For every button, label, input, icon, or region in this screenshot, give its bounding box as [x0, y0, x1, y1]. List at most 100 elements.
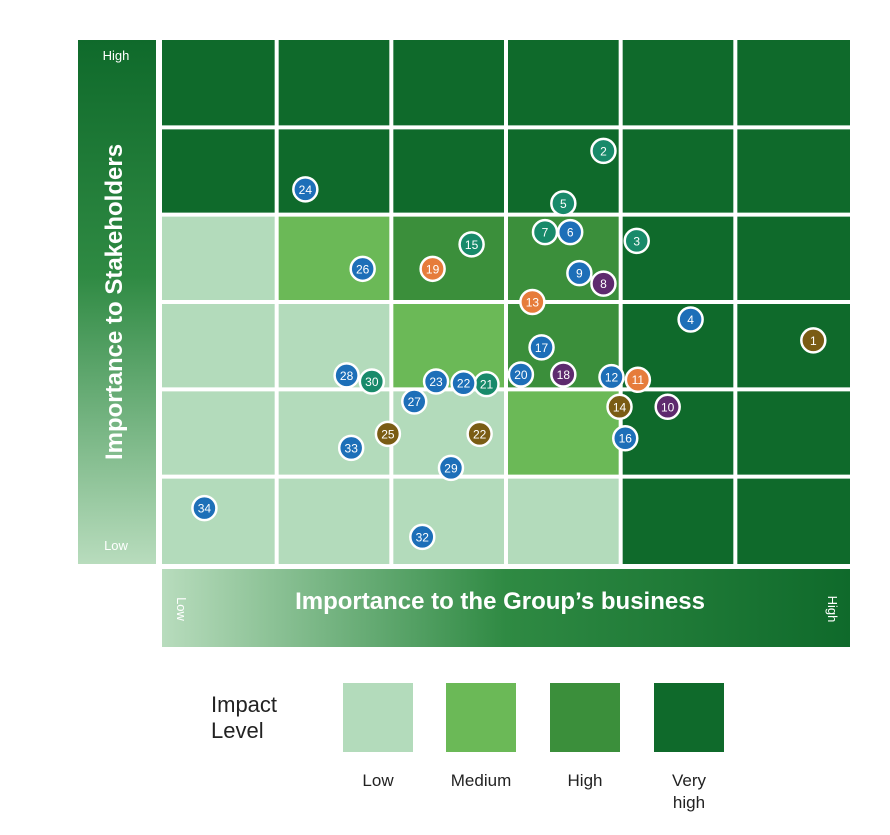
data-point-marker — [337, 434, 365, 462]
data-point-marker — [624, 366, 652, 393]
data-point-marker — [612, 424, 639, 452]
data-point-label: 19 — [426, 262, 440, 276]
data-point-18: 18 — [550, 361, 577, 388]
grid-cell-very-high — [506, 40, 621, 128]
data-point-label: 27 — [408, 395, 422, 409]
data-point-marker — [677, 306, 704, 333]
data-point-22: 22 — [466, 420, 493, 448]
data-point-marker — [590, 270, 617, 297]
data-point-label: 9 — [576, 267, 583, 281]
legend-swatch-very-high — [654, 683, 724, 752]
grid-cell-very-high — [735, 40, 850, 128]
grid-cell-very-high — [735, 476, 850, 564]
legend-title-line2: Level — [211, 718, 264, 743]
data-point-label: 22 — [473, 427, 487, 441]
legend-label-high: High — [530, 770, 640, 792]
data-point-15: 15 — [458, 231, 485, 258]
data-point-marker — [550, 190, 577, 217]
data-point-marker — [590, 137, 617, 165]
legend-label-medium: Medium — [426, 770, 536, 792]
y-axis-label: Importance to Stakeholders — [101, 144, 128, 460]
impact-grid — [162, 40, 850, 564]
data-point-label: 23 — [429, 375, 443, 389]
data-point-21: 21 — [473, 370, 500, 398]
data-point-marker — [623, 227, 650, 255]
data-point-marker — [409, 523, 436, 551]
grid-lines — [162, 40, 850, 564]
data-point-label: 13 — [526, 296, 540, 310]
grid-cell-very-high — [620, 127, 736, 215]
grid-cell-low — [391, 476, 506, 564]
data-point-22: 22 — [450, 369, 477, 397]
data-point-marker — [437, 454, 465, 482]
data-point-label: 30 — [365, 375, 379, 389]
data-point-13: 13 — [519, 288, 546, 316]
data-point-marker — [191, 494, 218, 522]
data-point-marker — [333, 362, 360, 389]
data-point-label: 20 — [514, 368, 528, 382]
x-axis-band — [162, 569, 850, 647]
legend-label-very-high-line1: Very — [671, 771, 707, 790]
data-point-1: 1 — [800, 327, 827, 354]
data-point-3: 3 — [623, 227, 650, 255]
data-point-label: 25 — [381, 427, 395, 441]
data-point-33: 33 — [337, 434, 365, 462]
legend-swatch-high — [550, 683, 620, 752]
data-point-marker — [422, 368, 450, 395]
x-tick-low: Low — [174, 597, 189, 621]
data-point-marker — [292, 176, 319, 203]
grid-cell-low — [162, 214, 277, 302]
data-point-label: 11 — [632, 373, 645, 387]
grid-cell-low — [506, 476, 621, 564]
grid-cell-very-high — [162, 40, 277, 128]
data-point-marker — [401, 388, 428, 415]
data-point-marker — [374, 420, 402, 448]
data-point-23: 23 — [422, 368, 450, 395]
data-point-30: 30 — [358, 368, 386, 395]
legend-label-very-high: Very high — [634, 770, 744, 814]
data-point-label: 12 — [605, 371, 619, 385]
data-point-label: 32 — [416, 530, 430, 544]
data-point-label: 28 — [340, 369, 354, 383]
data-point-marker — [466, 420, 493, 448]
grid-cell-medium — [276, 214, 392, 302]
legend-title-line1: Impact — [211, 692, 278, 717]
legend-label-high-text: High — [567, 771, 603, 790]
data-point-label: 16 — [619, 432, 633, 446]
data-point-16: 16 — [612, 424, 639, 452]
y-tick-low: Low — [104, 538, 128, 553]
data-point-label: 33 — [345, 441, 359, 455]
data-point-label: 8 — [600, 277, 607, 291]
legend-title: Impact Level — [211, 692, 277, 744]
data-point-label: 7 — [542, 226, 549, 240]
grid-cell-low — [276, 389, 392, 477]
data-point-5: 5 — [550, 190, 577, 217]
data-point-17: 17 — [528, 334, 555, 361]
data-point-9: 9 — [566, 259, 593, 287]
data-point-marker — [598, 363, 625, 391]
data-point-8: 8 — [590, 270, 617, 297]
data-point-marker — [358, 368, 386, 395]
grid-cell-very-high — [276, 127, 392, 215]
grid-cell-very-high — [735, 127, 850, 215]
grid-cell-very-high — [620, 40, 736, 128]
data-point-32: 32 — [409, 523, 436, 551]
grid-cell-high — [391, 214, 506, 302]
data-point-6: 6 — [556, 218, 584, 246]
data-point-10: 10 — [654, 393, 681, 421]
grid-cell-very-high — [391, 40, 506, 128]
legend-label-medium-text: Medium — [450, 771, 512, 790]
legend-swatch-medium — [446, 683, 516, 752]
data-point-14: 14 — [606, 393, 633, 421]
grid-cell-very-high — [735, 389, 850, 477]
data-point-20: 20 — [507, 361, 535, 388]
legend-label-low-text: Low — [362, 771, 394, 790]
legend-label-very-high-line2: high — [672, 793, 706, 812]
data-point-label: 21 — [480, 378, 494, 392]
grid-cell-very-high — [620, 476, 736, 564]
x-axis-label: Importance to the Group’s business — [295, 588, 705, 615]
data-point-marker — [566, 259, 593, 287]
data-point-label: 5 — [560, 197, 567, 211]
data-point-label: 14 — [613, 400, 627, 414]
x-tick-high: High — [825, 596, 840, 623]
